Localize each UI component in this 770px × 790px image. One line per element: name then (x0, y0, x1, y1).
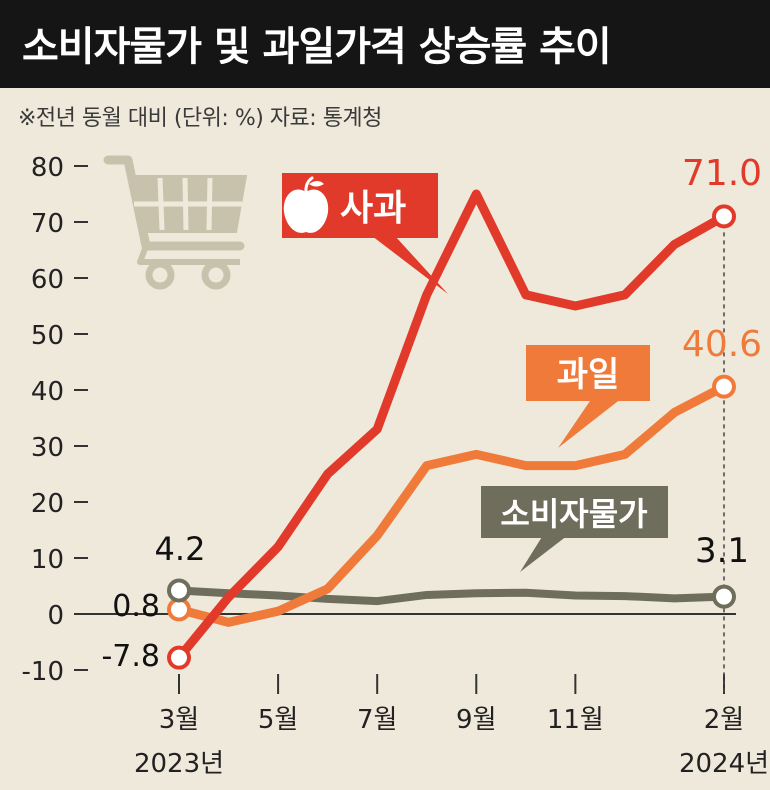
legend-callout-apple: 사과 (282, 173, 438, 238)
series-label-apple: 사과 (340, 188, 406, 229)
apple-start-marker (167, 645, 191, 670)
y-axis: -10 0 10 20 30 40 50 60 70 80 (22, 153, 736, 687)
callouts (372, 236, 622, 572)
legend-callout-fruit: 과일 (526, 345, 650, 401)
x-tick-label: 7월 (357, 705, 397, 735)
callout-pointer-apple (372, 236, 448, 294)
x-tick-label: 3월 (159, 705, 199, 735)
shopping-cart-icon (103, 155, 248, 290)
fruit-end-marker (712, 374, 736, 399)
x-tick-year-label: 2023년 (134, 749, 224, 779)
chart-title: 소비자물가 및 과일가격 상승률 추이 (22, 24, 612, 70)
x-axis: 3월 2023년 5월 7월 9월 11월 2월 2024년 (134, 674, 769, 779)
x-tick-label: 9월 (456, 705, 496, 735)
y-tick-label: 40 (31, 377, 64, 407)
y-tick-label: 10 (31, 545, 64, 575)
cpi-end-marker (712, 584, 736, 609)
apple-line (174, 189, 729, 663)
legend-callout-cpi: 소비자물가 (481, 486, 668, 538)
apple-icon (283, 176, 329, 233)
y-tick-label: 50 (31, 321, 64, 351)
callout-pointer-cpi (520, 532, 572, 572)
fruit-start-value: 0.8 (112, 589, 160, 624)
x-tick-year-label: 2024년 (679, 749, 769, 779)
x-tick-label: 11월 (547, 705, 604, 735)
apple-end-marker (712, 204, 736, 229)
value-labels: 71.0 40.6 3.1 4.2 0.8 -7.8 (101, 153, 762, 674)
cpi-end-value: 3.1 (695, 531, 749, 571)
cpi-start-value: 4.2 (155, 530, 206, 568)
series-label-cpi: 소비자물가 (500, 495, 647, 533)
cpi-start-marker (167, 578, 191, 603)
callout-pointer-fruit (558, 398, 622, 448)
chart-subtitle: ※전년 동월 대비 (단위: %) 자료: 통계청 (18, 106, 382, 131)
y-tick-label: 30 (31, 433, 64, 463)
fruit-line (174, 382, 729, 627)
y-tick-label: 70 (31, 209, 64, 239)
apple-end-value: 71.0 (682, 153, 762, 194)
fruit-start-marker (167, 597, 191, 622)
y-tick-label: 80 (31, 153, 64, 183)
y-tick-label: 20 (31, 489, 64, 519)
apple-start-value: -7.8 (101, 639, 160, 674)
x-tick-label: 5월 (258, 705, 298, 735)
y-tick-label: 60 (31, 265, 64, 295)
fruit-end-value: 40.6 (682, 324, 762, 365)
series-label-fruit: 과일 (557, 355, 620, 395)
y-tick-label: 0 (47, 601, 64, 631)
y-tick-label: -10 (22, 657, 64, 687)
title-bar: 소비자물가 및 과일가격 상승률 추이 (0, 0, 770, 88)
cpi-line (175, 586, 728, 606)
x-tick-label: 2월 (704, 705, 744, 735)
